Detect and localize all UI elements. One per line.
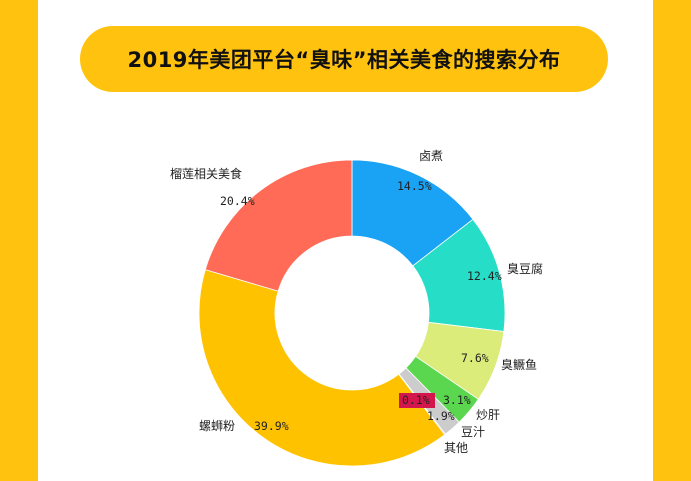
slice-label-卤煮: 卤煮 — [419, 149, 443, 163]
slice-label-豆汁: 豆汁 — [461, 425, 485, 439]
value-label-其他: 0.1% — [402, 393, 430, 407]
slice-label-臭豆腐: 臭豆腐 — [507, 261, 543, 276]
slice-label-榴莲相关美食: 榴莲相关美食 — [170, 166, 242, 181]
value-label-臭豆腐: 12.4% — [467, 269, 502, 283]
value-label-榴莲相关美食: 20.4% — [220, 194, 255, 208]
value-label-螺蛳粉: 39.9% — [254, 419, 289, 433]
slice-榴莲相关美食 — [204, 159, 353, 292]
slice-label-臭鳜鱼: 臭鳜鱼 — [501, 357, 537, 372]
slice-label-炒肝: 炒肝 — [476, 408, 500, 422]
value-label-炒肝: 3.1% — [443, 393, 471, 407]
value-label-卤煮: 14.5% — [397, 179, 432, 193]
value-badge-其他 — [399, 393, 435, 408]
slice-螺蛳粉 — [198, 269, 446, 467]
title-banner: 2019年美团平台“臭味”相关美食的搜索分布 — [80, 26, 608, 92]
value-label-豆汁: 1.9% — [427, 409, 455, 423]
chart-title: 2019年美团平台“臭味”相关美食的搜索分布 — [127, 48, 561, 72]
slice-label-螺蛳粉: 螺蛳粉 — [199, 419, 235, 433]
slice-label-其他: 其他 — [444, 441, 468, 455]
value-label-臭鳜鱼: 7.6% — [461, 351, 489, 365]
